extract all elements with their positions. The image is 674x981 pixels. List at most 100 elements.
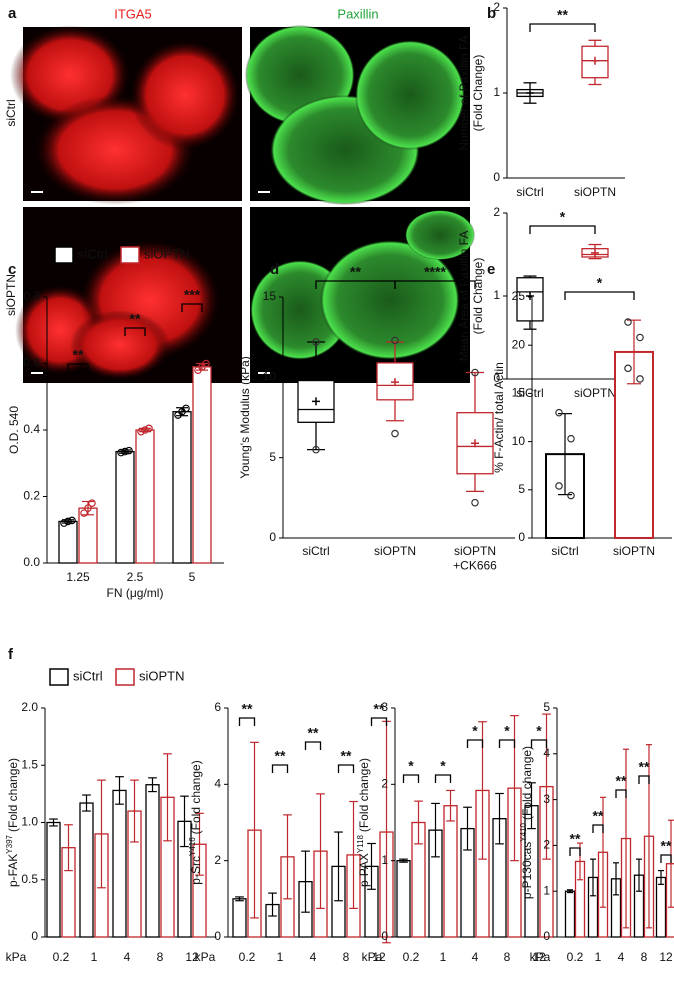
y-tick-label: 0 — [214, 929, 221, 943]
chart: 0 1 2 Number of Paxillin FA(Fold Change) siC… — [457, 0, 625, 199]
panel-label: a — [8, 5, 17, 22]
column-title: ITGA5 — [114, 6, 152, 21]
y-tick-label: 3 — [543, 792, 550, 806]
x-tick-label: 0.2 — [403, 950, 420, 964]
significance-label: *** — [184, 287, 201, 303]
bar — [667, 864, 674, 937]
data-point — [637, 334, 643, 340]
x-tick-label: 8 — [641, 950, 648, 964]
x-axis-label: kPa — [530, 950, 551, 964]
panel-label: d — [270, 261, 279, 278]
y-tick-label: 5 — [518, 482, 525, 496]
x-tick-label: 4 — [618, 950, 625, 964]
data-point — [556, 409, 562, 415]
column-title: Paxillin — [337, 6, 378, 21]
y-tick-label: 1 — [543, 883, 550, 897]
legend-label: siCtrl — [78, 246, 108, 261]
significance-label: ** — [341, 748, 352, 764]
y-tick-label: 20 — [512, 337, 526, 351]
y-tick-label: 6 — [214, 700, 221, 714]
y-label-sup: Y397 — [5, 834, 14, 853]
significance-bracket — [240, 718, 255, 726]
y-tick-label: 15 — [512, 386, 526, 400]
x-axis-label: kPa — [362, 950, 383, 964]
x-axis-label: FN (μg/ml) — [107, 586, 164, 600]
significance-bracket — [436, 775, 451, 783]
y-tick-label: 0 — [381, 929, 388, 943]
y-tick-label: 0 — [543, 929, 550, 943]
significance-bracket — [639, 776, 649, 784]
panel-label: f — [8, 646, 14, 663]
y-label-rest: (Fold change) — [6, 758, 20, 832]
significance-label: * — [536, 723, 542, 739]
x-tick-label: siOPTN — [574, 386, 616, 400]
bar — [566, 891, 575, 937]
x-tick-label: 0.2 — [567, 950, 584, 964]
data-point — [472, 499, 478, 505]
bar — [233, 899, 246, 937]
x-tick-label: 5 — [189, 570, 196, 584]
significance-bracket — [273, 765, 288, 773]
y-tick-label: 0.8 — [23, 289, 40, 303]
x-tick-label: 4 — [472, 950, 479, 964]
y-tick-label: 1 — [493, 288, 500, 302]
significance-bracket — [500, 740, 515, 748]
significance-bracket — [593, 825, 603, 833]
significance-bracket — [530, 226, 595, 234]
x-tick-label: siOPTN+CK666 — [453, 544, 497, 572]
significance-label: ** — [616, 773, 627, 789]
y-tick-label: 2 — [493, 205, 500, 219]
y-axis-label: Young's Modulus (kPa) — [238, 356, 252, 479]
y-label-sup: Y118 — [356, 835, 365, 854]
significance-label: * — [597, 275, 603, 291]
significance-label: ** — [73, 347, 84, 363]
bar — [444, 806, 457, 937]
significance-label: ** — [130, 311, 141, 327]
significance-bracket — [306, 742, 321, 750]
x-tick-label: 8 — [504, 950, 511, 964]
y-label-main: p-P130cas — [520, 842, 534, 899]
legend-swatch — [116, 669, 134, 685]
panel-label: e — [487, 261, 495, 278]
x-tick-label: 0.2 — [239, 950, 256, 964]
significance-bracket — [404, 775, 419, 783]
y-label-main: p-Src — [189, 856, 203, 885]
micrographs: ITGA5 Paxillin siCtrl siOPTN — [4, 6, 475, 383]
y-tick-label: 4 — [543, 746, 550, 760]
x-tick-label: 8 — [157, 950, 164, 964]
legend-label: siOPTN — [144, 246, 190, 261]
significance-bracket — [565, 292, 634, 300]
significance-label: * — [504, 723, 510, 739]
y-tick-label: 0.4 — [23, 422, 40, 436]
significance-label: ** — [661, 838, 672, 854]
y-tick-label: 1 — [381, 853, 388, 867]
y-tick-label: 2.0 — [21, 700, 38, 714]
significance-bracket — [661, 855, 671, 863]
y-label-sup: Y410 — [519, 822, 528, 841]
significance-bracket — [616, 790, 626, 798]
significance-label: ** — [275, 748, 286, 764]
y-tick-label: 0.6 — [23, 356, 40, 370]
y-tick-label: 3 — [381, 700, 388, 714]
x-axis-label: kPa — [6, 950, 27, 964]
y-tick-label: 2 — [381, 777, 388, 791]
y-tick-label: 4 — [214, 777, 221, 791]
y-tick-label: 2 — [493, 0, 500, 14]
y-tick-label: 0.2 — [23, 489, 40, 503]
y-axis-label: p-SrcY416(Fold change) — [188, 760, 203, 884]
x-tick-label: siCtrl — [516, 185, 543, 199]
y-axis-label: Number of Paxillin FA(Fold Change) — [457, 35, 485, 150]
bar — [116, 452, 134, 563]
x-tick-label: 1 — [595, 950, 602, 964]
legend-swatch — [50, 669, 68, 685]
significance-label: ** — [350, 264, 361, 280]
y-tick-label: 0 — [518, 530, 525, 544]
y-axis-label: p-PAXY118(Fold change) — [356, 758, 371, 887]
x-tick-label: 1 — [440, 950, 447, 964]
y-tick-label: 1 — [493, 85, 500, 99]
y-tick-label: 2 — [543, 838, 550, 852]
y-label-rest: (Fold change) — [189, 760, 203, 834]
y-tick-label: 0 — [493, 170, 500, 184]
